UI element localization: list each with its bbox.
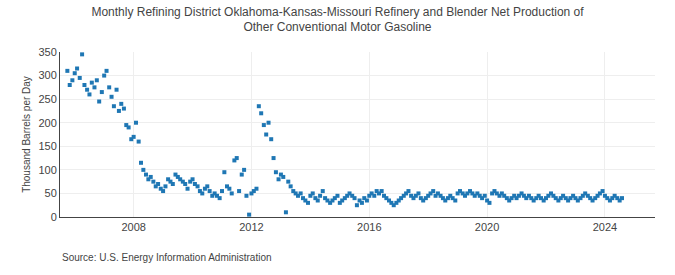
svg-text:2012: 2012 (239, 221, 263, 233)
svg-text:Monthly Refining District Okla: Monthly Refining District Oklahoma-Kansa… (91, 5, 584, 35)
svg-text:150: 150 (38, 140, 56, 152)
svg-text:200: 200 (38, 117, 56, 129)
svg-text:Thousand Barrels per Day: Thousand Barrels per Day (21, 76, 32, 193)
svg-text:50: 50 (45, 187, 57, 199)
svg-text:Source: U.S. Energy Informatio: Source: U.S. Energy Information Administ… (62, 252, 272, 263)
svg-text:350: 350 (38, 46, 56, 58)
svg-text:250: 250 (38, 93, 56, 105)
svg-text:2020: 2020 (475, 221, 499, 233)
svg-text:0: 0 (51, 211, 57, 223)
svg-text:2008: 2008 (121, 221, 145, 233)
svg-text:2024: 2024 (593, 221, 617, 233)
svg-text:300: 300 (38, 69, 56, 81)
svg-text:100: 100 (38, 164, 56, 176)
svg-text:2016: 2016 (357, 221, 381, 233)
